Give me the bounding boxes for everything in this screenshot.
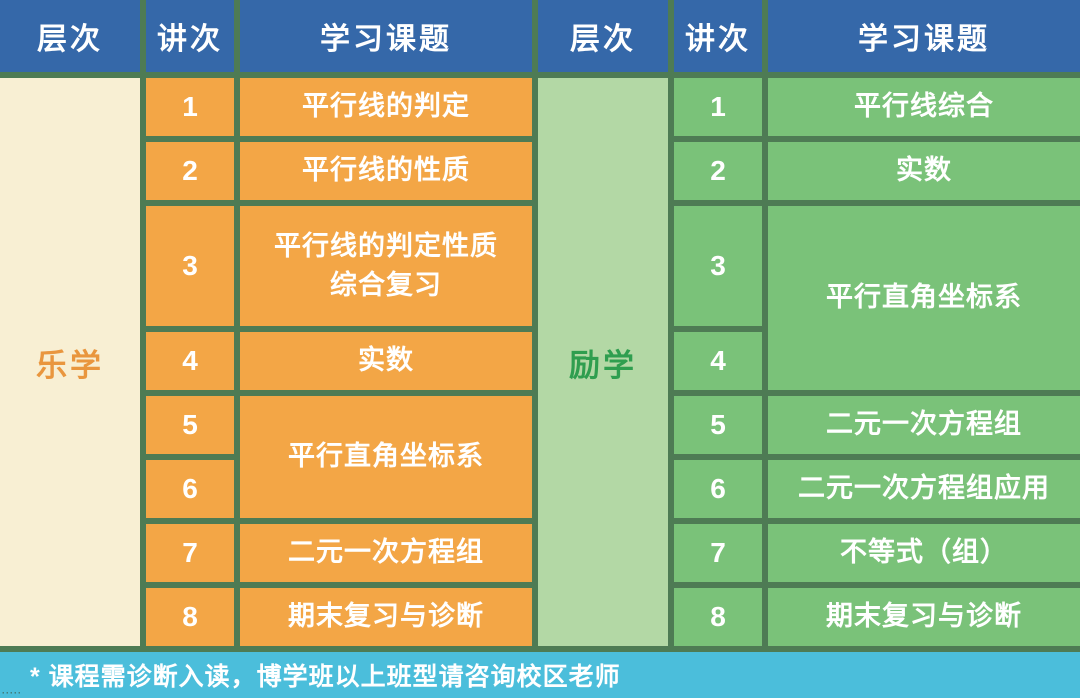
lexue-lecture-6: 6 [146,460,234,518]
lixue-lecture-4: 4 [674,332,762,390]
lixue-lecture-5: 5 [674,396,762,454]
lexue-lecture-7: 7 [146,524,234,582]
header-topic-right: 学习课题 [768,0,1080,72]
lixue-lecture-7: 7 [674,524,762,582]
lexue-lecture-4: 4 [146,332,234,390]
lexue-lecture-5: 5 [146,396,234,454]
lixue-topic-5: 二元一次方程组 [768,396,1080,454]
lexue-topic-2: 平行线的性质 [240,142,532,200]
header-topic-left: 学习课题 [240,0,532,72]
lexue-topic-5-6: 平行直角坐标系 [240,396,532,518]
lexue-topic-4: 实数 [240,332,532,390]
lixue-topic-8: 期末复习与诊断 [768,588,1080,646]
lixue-topic-1: 平行线综合 [768,78,1080,136]
lixue-topic-7: 不等式（组） [768,524,1080,582]
lixue-topic-2: 实数 [768,142,1080,200]
level-cell-lexue: 乐学 [0,78,140,646]
lexue-topic-7: 二元一次方程组 [240,524,532,582]
lexue-lecture-3: 3 [146,206,234,326]
lexue-topic-8: 期末复习与诊断 [240,588,532,646]
lixue-lecture-1: 1 [674,78,762,136]
schedule-grid: 层次 讲次 学习课题 层次 讲次 学习课题 乐学 1 2 3 4 5 6 7 8… [0,0,1080,652]
lixue-topic-3-4: 平行直角坐标系 [768,206,1080,390]
header-lecture-right: 讲次 [674,0,762,72]
level-cell-lixue: 励学 [538,78,668,646]
lixue-topic-6: 二元一次方程组应用 [768,460,1080,518]
lexue-lecture-8: 8 [146,588,234,646]
lexue-topic-3: 平行线的判定性质 综合复习 [240,206,532,326]
lixue-lecture-6: 6 [674,460,762,518]
footer-note-bar: * 课程需诊断入读，博学班以上班型请咨询校区老师 ····· [0,652,1080,698]
lexue-topic-1: 平行线的判定 [240,78,532,136]
lexue-lecture-1: 1 [146,78,234,136]
lixue-lecture-2: 2 [674,142,762,200]
footer-note: * 课程需诊断入读，博学班以上班型请咨询校区老师 [30,663,621,691]
header-level-left: 层次 [0,0,140,72]
lixue-lecture-8: 8 [674,588,762,646]
lexue-lecture-2: 2 [146,142,234,200]
header-lecture-left: 讲次 [146,0,234,72]
header-level-right: 层次 [538,0,668,72]
corner-dots: ····· [2,688,22,698]
lixue-lecture-3: 3 [674,206,762,326]
